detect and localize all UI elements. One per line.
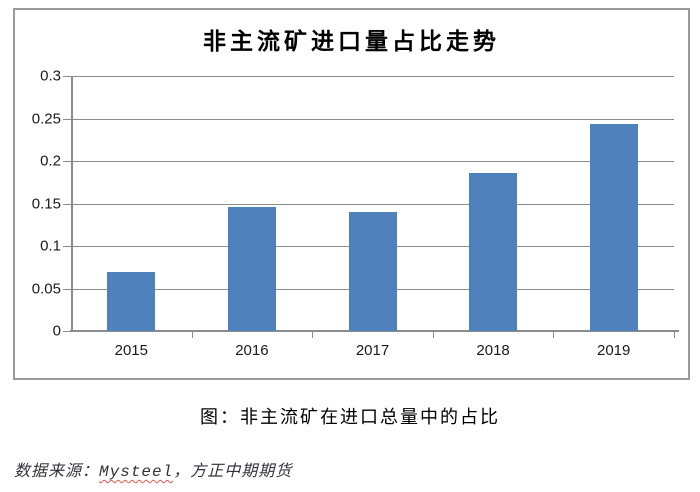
y-axis-label: 0.2 xyxy=(40,152,61,170)
data-source-line: 数据来源：Mysteel，方正中期期货 xyxy=(14,457,292,481)
y-axis-tick xyxy=(63,331,71,332)
gridline xyxy=(71,203,674,205)
y-axis-tick xyxy=(63,246,71,247)
y-axis-label: 0.3 xyxy=(40,67,61,85)
bar-2019 xyxy=(589,124,638,331)
y-axis-tick xyxy=(63,118,71,120)
gridline xyxy=(71,161,674,162)
bar-2018 xyxy=(469,172,518,331)
x-axis-tick xyxy=(191,332,193,338)
x-axis-label: 2018 xyxy=(476,342,510,359)
y-axis-label: 0.25 xyxy=(31,110,61,127)
y-axis-tick xyxy=(63,161,71,162)
y-axis-tick xyxy=(63,203,71,205)
gridline xyxy=(71,118,674,120)
x-axis-tick xyxy=(674,332,675,338)
figure-caption: 图：非主流矿在进口总量中的占比 xyxy=(200,407,500,427)
y-axis-tick xyxy=(63,76,71,77)
plot-area: 0 0.05 0.1 0.15 0.2 0.25 0.3 2015 2016 2017 2018 20… xyxy=(32,68,680,359)
x-axis-label: 2015 xyxy=(114,342,148,359)
gridline xyxy=(71,76,674,77)
bar-2015 xyxy=(107,272,156,331)
source-separator: ， xyxy=(173,463,191,480)
chart-title: 非主流矿进口量占比走势 xyxy=(203,28,500,54)
bar-2017 xyxy=(348,212,397,331)
y-axis-label: 0.1 xyxy=(40,237,61,255)
x-axis-line xyxy=(70,330,680,332)
y-axis-label: 0.05 xyxy=(31,280,61,297)
y-axis-label: 0 xyxy=(52,322,61,340)
y-axis-label: 0.15 xyxy=(31,195,61,212)
x-axis-tick xyxy=(312,332,314,338)
source-publisher: 方正中期期货 xyxy=(190,463,293,480)
source-vendor: Mysteel xyxy=(99,463,174,481)
chart-frame: 非主流矿进口量占比走势 0 0.05 0.1 0.15 0.2 0.25 0.3 2015 20… xyxy=(13,8,690,380)
x-axis-label: 2017 xyxy=(355,342,390,359)
x-axis-label: 2016 xyxy=(235,342,269,359)
x-axis-tick xyxy=(432,332,434,338)
source-prefix: 数据来源： xyxy=(14,463,100,480)
y-axis-tick xyxy=(63,288,71,290)
x-axis-tick xyxy=(553,332,555,338)
bar-2016 xyxy=(227,206,276,331)
x-axis-label: 2019 xyxy=(597,342,631,359)
